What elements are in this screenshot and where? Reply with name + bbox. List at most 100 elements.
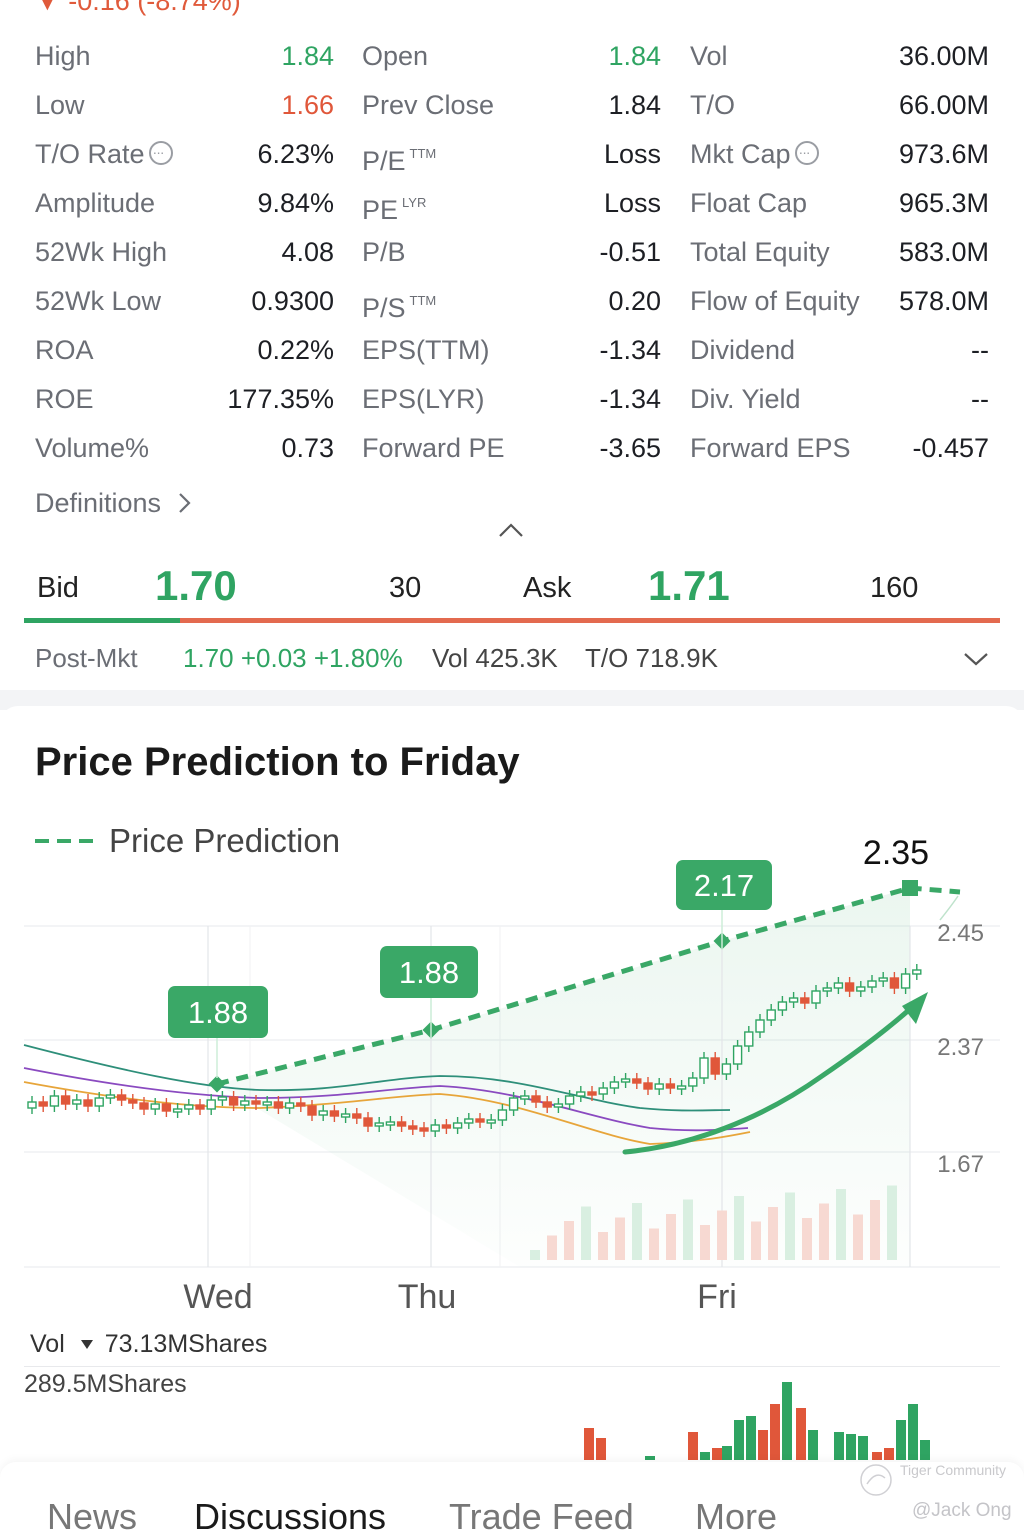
bid-price: 1.70: [155, 562, 237, 609]
stat-value: 66.00M: [898, 90, 989, 120]
candle-body: [374, 1122, 384, 1127]
definitions-link[interactable]: Definitions: [35, 488, 195, 519]
stat-label: EPS(LYR): [362, 383, 485, 415]
stat-label-text: P/S: [362, 293, 406, 323]
volume-bar: [584, 1428, 594, 1460]
faint-volume-bar: [598, 1232, 608, 1260]
stat-label: Open: [362, 40, 428, 72]
candle-body: [856, 986, 866, 992]
faint-volume-bar: [717, 1210, 727, 1260]
post-market-turnover: T/O 718.9K: [585, 643, 718, 673]
candle-body: [833, 982, 844, 989]
stats-row: High 1.84 Open 1.84 Vol 36.00M: [0, 30, 1024, 79]
stat-label: Dividend: [690, 334, 795, 366]
stat-value: Loss: [603, 139, 661, 169]
candle-body: [912, 969, 922, 975]
volume-bar: [896, 1420, 906, 1460]
stat-label-text: Float Cap: [690, 188, 808, 218]
stat-value: 1.84: [608, 90, 661, 120]
faint-volume-bar: [666, 1214, 676, 1260]
candle-body: [777, 1001, 788, 1011]
stat-value: 0.73: [281, 433, 334, 463]
volume-current: 73.13MShares: [104, 1330, 268, 1358]
trend-arrow: [622, 997, 923, 1155]
candle-body: [318, 1110, 328, 1116]
stat-label: 52Wk High: [35, 236, 167, 268]
volume-indicator[interactable]: Vol 73.13MShares: [30, 1330, 267, 1359]
stat-value: --: [971, 335, 989, 365]
moving-average-line: [23, 1044, 731, 1112]
volume-bar: [645, 1456, 655, 1460]
prediction-point: [902, 880, 918, 896]
definitions-label: Definitions: [35, 488, 162, 518]
candle-body: [475, 1118, 485, 1123]
x-axis-label: Fri: [697, 1278, 737, 1316]
callout-value: 2.17: [694, 868, 754, 903]
stat-value: 1.84: [608, 41, 661, 71]
volume-label: Vol: [30, 1330, 65, 1358]
info-icon[interactable]: [148, 136, 173, 168]
prediction-legend: Price Prediction: [35, 822, 340, 860]
stat-label-text: P/E: [362, 146, 406, 176]
stat-superscript: TTM: [409, 146, 437, 161]
expand-chevron-down-icon[interactable]: [962, 650, 990, 668]
stat-value: -0.457: [912, 433, 989, 463]
stat-label-text: Prev Close: [362, 90, 495, 120]
bid-ratio-fill: [24, 618, 181, 623]
prediction-title: Price Prediction to Friday: [35, 740, 520, 784]
stat-value: 9.84%: [257, 188, 334, 218]
stat-label-text: EPS(TTM): [362, 335, 490, 365]
watermark-brand: Tiger Community: [900, 1462, 1007, 1478]
tab-discussions[interactable]: Discussions: [194, 1496, 387, 1536]
stat-value: 1.84: [281, 41, 334, 71]
faint-volume-bar: [819, 1203, 829, 1260]
volume-bar: [722, 1446, 732, 1460]
stat-label-text: Low: [35, 90, 85, 120]
candle-body: [520, 1095, 530, 1100]
volume-bar: [700, 1452, 710, 1460]
faint-volume-bar: [836, 1189, 846, 1260]
candle-body: [128, 1099, 138, 1104]
y-tick-label: 2.37: [937, 1034, 984, 1061]
faint-volume-bar: [768, 1207, 778, 1260]
candle-body: [83, 1099, 93, 1107]
stats-row: Volume% 0.73 Forward PE -3.65 Forward EPS -0.…: [0, 422, 1024, 471]
faint-volume-bar: [530, 1250, 540, 1260]
volume-bar: [834, 1432, 844, 1460]
candle-body: [699, 1057, 709, 1079]
stat-value: 177.35%: [227, 384, 334, 414]
faint-volume-bar: [649, 1228, 659, 1260]
stats-row: 52Wk High 4.08 P/B -0.51 Total Equity 583.0M: [0, 226, 1024, 275]
volume-bar: [908, 1404, 918, 1460]
candle-body: [665, 1083, 676, 1089]
candle-body: [508, 1097, 519, 1111]
stat-label: PE LYR: [362, 187, 426, 226]
candle-body: [867, 980, 877, 988]
tab-trade-feed[interactable]: Trade Feed: [449, 1496, 634, 1536]
candle-body: [49, 1095, 60, 1107]
candle-body: [441, 1124, 452, 1129]
candle-body: [105, 1094, 116, 1099]
bottom-tabs: News Discussions Trade Feed More: [0, 1462, 1024, 1536]
tab-news[interactable]: News: [47, 1496, 138, 1536]
stat-label-text: T/O: [690, 90, 735, 120]
callout-value: 1.88: [399, 955, 459, 990]
volume-bar: [920, 1440, 930, 1460]
info-icon[interactable]: [794, 136, 819, 168]
candle-body: [822, 987, 832, 992]
stat-label-text: Volume%: [35, 433, 150, 463]
y-tick-label: 2.45: [937, 920, 984, 947]
candle-body: [262, 1101, 272, 1106]
prediction-tail: [939, 895, 959, 921]
faint-volume-bar: [751, 1221, 761, 1260]
collapse-chevron-up-icon[interactable]: [498, 520, 524, 540]
stats-row: Amplitude 9.84% PE LYR Loss Float Cap 965.3M: [0, 177, 1024, 226]
stat-label-text: Mkt Cap: [690, 139, 791, 169]
candle-body: [296, 1102, 306, 1107]
stat-label-text: High: [35, 41, 91, 71]
faint-volume-bar: [734, 1196, 744, 1260]
tab-more[interactable]: More: [695, 1496, 778, 1536]
stat-label-text: T/O Rate: [35, 139, 145, 169]
stat-label-text: Div. Yield: [690, 384, 801, 414]
candle-body: [27, 1101, 37, 1109]
